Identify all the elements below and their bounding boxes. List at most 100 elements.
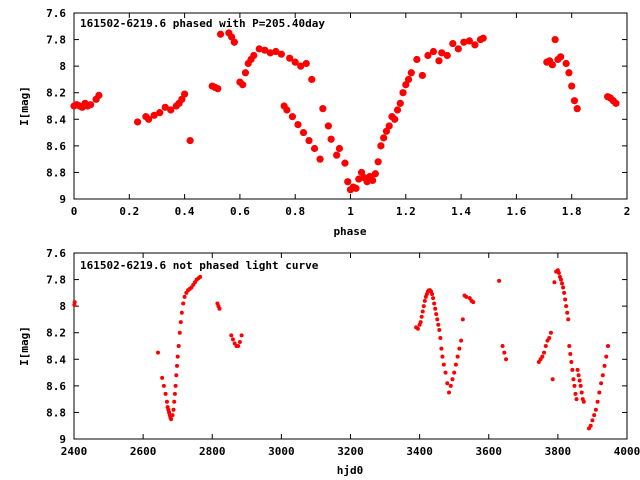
data-point (374, 158, 382, 166)
data-point (344, 178, 352, 186)
data-point (588, 423, 593, 428)
data-point (572, 383, 577, 388)
data-point (250, 51, 258, 60)
data-point (175, 354, 180, 359)
data-point (420, 309, 425, 314)
data-point (449, 39, 457, 48)
data-point (283, 106, 291, 114)
data-point (556, 270, 561, 275)
data-point (443, 51, 451, 60)
data-point (133, 118, 142, 126)
data-point (277, 50, 285, 58)
data-point (413, 55, 421, 64)
data-point (548, 330, 553, 335)
data-point (286, 54, 294, 62)
data-point (578, 383, 583, 388)
y-tick-label: 8.2 (46, 327, 66, 340)
chart-title: 161502-6219.6 phased with P=205.40day (80, 17, 325, 30)
data-point (590, 418, 595, 423)
data-point (161, 383, 166, 388)
data-point (443, 370, 448, 375)
y-tick-label: 7.8 (46, 34, 66, 47)
data-point (176, 344, 181, 348)
y-axis-ticks: 7.6 7.8 8 8.2 8.4 8.6 8.8 9 (46, 7, 627, 206)
data-point (452, 370, 457, 375)
data-point (230, 38, 238, 46)
data-point (439, 346, 444, 351)
data-point (173, 383, 178, 388)
data-point (391, 115, 399, 123)
phased-light-curve-panel: 0 0.2 0.4 0.6 0.8 1 1.2 1.4 1.6 1.8 2 7.6 7.8 8 8.2 8.… (18, 7, 630, 238)
data-point (479, 34, 487, 42)
data-point (380, 134, 388, 142)
x-tick-label: 3200 (337, 445, 364, 458)
data-point (430, 292, 435, 297)
x-tick-label: 3800 (545, 445, 572, 458)
y-tick-label: 8.4 (46, 113, 66, 126)
data-point (569, 359, 574, 364)
data-point (433, 306, 438, 311)
data-point (547, 336, 552, 341)
data-point (576, 373, 581, 378)
data-point (160, 375, 165, 380)
data-point (272, 47, 280, 56)
x-tick-label: 0.6 (230, 205, 250, 218)
data-point (177, 330, 182, 335)
data-point (563, 297, 568, 302)
data-point (178, 320, 183, 325)
data-point (551, 35, 559, 44)
data-point (592, 413, 597, 418)
data-point (294, 121, 302, 129)
data-point (422, 298, 427, 303)
data-point (86, 101, 95, 109)
data-point (396, 99, 404, 107)
data-point (552, 280, 557, 285)
data-point (434, 312, 439, 317)
data-point (230, 337, 235, 342)
data-point (460, 317, 465, 322)
data-point (497, 278, 502, 283)
data-point (557, 53, 565, 61)
y-tick-label: 8.6 (46, 140, 66, 153)
data-point (459, 338, 464, 343)
x-tick-label: 2 (624, 205, 631, 218)
y-axis-label: I[mag] (18, 326, 31, 366)
data-point (441, 362, 446, 367)
x-tick-label: 2600 (130, 445, 157, 458)
data-point (573, 105, 581, 113)
x-tick-label: 2800 (199, 445, 226, 458)
data-point (302, 59, 310, 68)
data-point (228, 33, 236, 41)
data-point (542, 350, 547, 355)
data-point (604, 354, 609, 359)
data-point (415, 326, 420, 331)
y-tick-label: 7.6 (46, 7, 66, 20)
y-tick-label: 9 (59, 193, 66, 206)
x-tick-label: 1.8 (562, 205, 582, 218)
data-point (333, 151, 341, 159)
x-axis-label: hjd0 (337, 464, 364, 477)
data-point (363, 178, 371, 186)
data-point (216, 30, 225, 38)
x-axis-ticks: 2400 2600 2800 3000 3200 3400 3600 3800 4000 (61, 253, 640, 458)
data-point (150, 111, 158, 119)
x-tick-label: 3600 (476, 445, 503, 458)
data-point (429, 47, 438, 56)
y-axis-label: I[mag] (18, 86, 31, 126)
data-point (540, 354, 545, 359)
data-point (174, 363, 179, 368)
y-tick-label: 8 (59, 60, 66, 73)
data-point (172, 391, 177, 396)
data-point (562, 59, 570, 68)
data-point (393, 106, 402, 114)
data-point (454, 45, 462, 53)
data-point (440, 354, 445, 359)
data-point (178, 95, 186, 103)
x-tick-label: 0.8 (285, 205, 305, 218)
data-point (571, 377, 576, 382)
data-point (562, 290, 567, 295)
data-point (182, 294, 187, 299)
data-point (319, 105, 327, 113)
data-point (575, 367, 580, 372)
